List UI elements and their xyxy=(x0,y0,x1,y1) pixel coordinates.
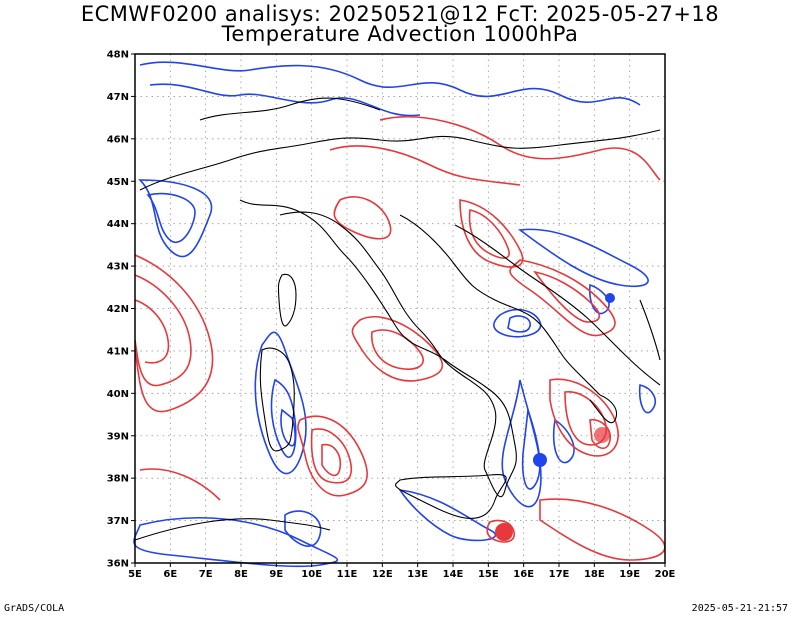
warm-contour-tyrrhenian xyxy=(297,415,369,497)
cold-contour-calabria-inner xyxy=(521,409,541,490)
lat-tick-label: 42N xyxy=(107,304,129,315)
warm-contour-westmed xyxy=(134,254,214,413)
longitude-ticks: 5E 6E 7E 8E 9E 10E 11E 12E 13E 14E 15E 16E 17E 18E 19E… xyxy=(128,563,676,580)
warm-contour-lazio-inner xyxy=(371,329,424,370)
latitude-gridlines xyxy=(135,96,665,521)
lon-tick-label: 7E xyxy=(199,569,213,580)
longitude-gridlines xyxy=(169,54,631,563)
map-title: ECMWF0200 analisys: 20250521@12 FcT: 202… xyxy=(80,2,720,26)
cold-contour-sicily xyxy=(398,488,497,542)
sicily-coast xyxy=(395,474,507,519)
warm-contour-north xyxy=(379,116,661,181)
lat-tick-label: 46N xyxy=(107,134,129,145)
lon-tick-label: 20E xyxy=(655,569,676,580)
lat-tick-label: 48N xyxy=(107,50,129,61)
advection-cores xyxy=(495,293,615,541)
warm-contour-ionian xyxy=(549,378,619,457)
cold-contour-balkan xyxy=(588,283,610,315)
lat-tick-label: 40N xyxy=(107,389,129,400)
cold-contour-sardinia xyxy=(254,331,307,475)
cold-contour-sardinia-inner xyxy=(270,378,297,458)
cold-core-ionian xyxy=(533,453,547,467)
cold-advection-contours xyxy=(133,61,656,568)
lon-tick-label: 10E xyxy=(301,569,322,580)
warm-core-strait xyxy=(495,523,513,541)
cold-contour-adriatic-inner xyxy=(507,315,531,333)
warm-core-ionian xyxy=(594,427,610,443)
cold-contour-dalmatia xyxy=(517,228,649,288)
lon-tick-label: 6E xyxy=(163,569,177,580)
lon-tick-label: 13E xyxy=(407,569,428,580)
lon-tick-label: 11E xyxy=(337,569,358,580)
lat-tick-label: 36N xyxy=(107,559,129,570)
lon-tick-label: 17E xyxy=(549,569,570,580)
cold-contour-ionian xyxy=(552,418,575,464)
lat-tick-label: 47N xyxy=(107,92,129,103)
cold-contour-alps-inner xyxy=(149,83,421,117)
lat-tick-label: 45N xyxy=(107,177,129,188)
lon-tick-label: 8E xyxy=(234,569,248,580)
cold-contour-westalps xyxy=(138,179,213,258)
warm-contour-adriatic xyxy=(459,199,524,268)
heel-coast xyxy=(589,394,618,424)
warm-contour-genoa xyxy=(333,196,392,240)
italy-east-coast xyxy=(399,214,601,396)
lat-tick-label: 38N xyxy=(107,474,129,485)
cold-contour-adriatic xyxy=(493,308,542,338)
warm-contour-tyrrhenian-inner xyxy=(310,428,352,484)
cold-contour-westalps-inner xyxy=(146,192,196,243)
lon-tick-label: 9E xyxy=(269,569,283,580)
lon-tick-label: 16E xyxy=(513,569,534,580)
warm-contour-north2 xyxy=(329,145,521,186)
north-border-2 xyxy=(199,97,381,121)
italy-coastline xyxy=(239,199,517,498)
lat-tick-label: 43N xyxy=(107,262,129,273)
greece-coast xyxy=(639,299,661,361)
lat-tick-label: 41N xyxy=(107,346,129,357)
warm-contour-adriatic-inner xyxy=(468,209,510,259)
cold-core-apulia xyxy=(605,293,615,303)
latitude-ticks: 48N 47N 46N 45N 44N 43N 42N 41N 40N 39N 38N 37N 36N xyxy=(107,50,135,570)
warm-contour-libya xyxy=(539,498,666,561)
sardinia-coast xyxy=(259,347,295,452)
cold-contour-sardinia-core xyxy=(280,408,296,447)
cold-contour-southsea xyxy=(133,517,339,568)
lon-tick-label: 19E xyxy=(619,569,640,580)
warm-contour-strait xyxy=(486,519,515,543)
lon-tick-label: 5E xyxy=(128,569,142,580)
warm-contour-lazio xyxy=(351,316,444,382)
balkan-coast xyxy=(454,224,661,386)
warm-contour-tunisia xyxy=(139,468,221,501)
cold-contour-alps xyxy=(139,61,641,106)
footer-credit: GrADS/COLA xyxy=(4,603,65,614)
cold-contour-calabria xyxy=(501,379,542,508)
cold-contour-southsea-inner xyxy=(284,510,322,547)
warm-contour-westmed-core xyxy=(134,299,170,364)
lat-tick-label: 39N xyxy=(107,431,129,442)
north-border xyxy=(139,129,661,191)
lon-tick-label: 14E xyxy=(443,569,464,580)
corsica-coast xyxy=(277,273,297,327)
lon-tick-label: 12E xyxy=(372,569,393,580)
warm-contour-tyrrhenian-core xyxy=(321,443,342,477)
lon-tick-label: 18E xyxy=(584,569,605,580)
cold-contour-greece xyxy=(638,384,656,414)
coastlines xyxy=(134,97,661,541)
map-subtitle: Temperature Advection 1000hPa xyxy=(221,22,579,46)
lon-tick-label: 15E xyxy=(478,569,499,580)
footer-timestamp: 2025-05-21-21:57 xyxy=(691,603,788,614)
warm-contour-apulia xyxy=(509,259,616,337)
lat-tick-label: 44N xyxy=(107,219,129,230)
lat-tick-label: 37N xyxy=(107,516,129,527)
warm-contour-ionian-core xyxy=(589,418,611,450)
warm-advection-contours xyxy=(134,116,666,561)
warm-contour-westmed-inner xyxy=(134,274,192,387)
africa-coast xyxy=(134,518,331,541)
warm-contour-apulia-inner xyxy=(533,270,600,323)
